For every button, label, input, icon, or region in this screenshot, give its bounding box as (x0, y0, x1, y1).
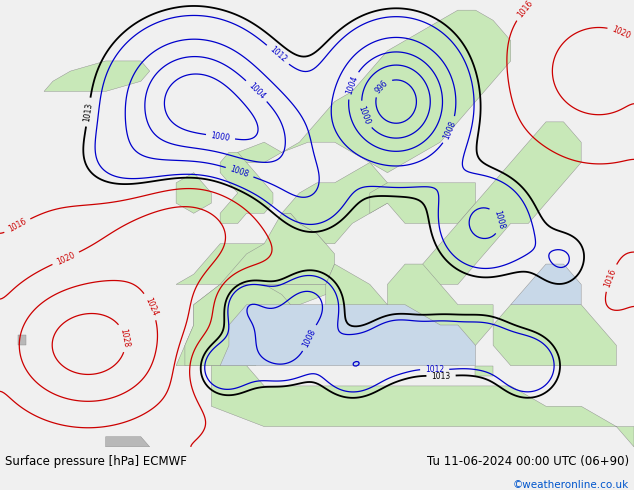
Polygon shape (370, 183, 476, 223)
Text: 1008: 1008 (301, 327, 317, 348)
Text: 1013: 1013 (82, 102, 94, 122)
Polygon shape (185, 284, 290, 366)
Polygon shape (493, 305, 616, 366)
Polygon shape (387, 264, 493, 366)
Text: 1012: 1012 (268, 45, 288, 65)
Polygon shape (405, 122, 581, 284)
Text: 1008: 1008 (492, 209, 505, 230)
Polygon shape (176, 284, 335, 366)
Text: 1028: 1028 (119, 327, 131, 348)
Text: Tu 11-06-2024 00:00 UTC (06+90): Tu 11-06-2024 00:00 UTC (06+90) (427, 456, 629, 468)
Text: 1020: 1020 (611, 25, 632, 41)
Polygon shape (281, 163, 387, 244)
Text: 1020: 1020 (55, 250, 76, 267)
Text: 1004: 1004 (344, 74, 359, 96)
Text: 1000: 1000 (210, 131, 231, 143)
Polygon shape (44, 61, 150, 92)
Polygon shape (220, 152, 273, 223)
Polygon shape (18, 335, 27, 345)
Polygon shape (511, 264, 581, 305)
Text: 1016: 1016 (603, 267, 618, 289)
Text: 1012: 1012 (425, 365, 444, 374)
Text: 1008: 1008 (442, 120, 458, 141)
Polygon shape (220, 213, 335, 284)
Polygon shape (326, 264, 405, 355)
Text: 1016: 1016 (7, 217, 28, 234)
Polygon shape (476, 366, 493, 376)
Text: 1000: 1000 (356, 104, 372, 126)
Text: 1024: 1024 (143, 296, 159, 317)
Polygon shape (220, 305, 476, 366)
Polygon shape (220, 10, 511, 172)
Text: 996: 996 (373, 78, 390, 95)
Polygon shape (370, 345, 396, 355)
Text: ©weatheronline.co.uk: ©weatheronline.co.uk (513, 480, 629, 490)
Text: 1008: 1008 (229, 165, 250, 179)
Text: 1016: 1016 (516, 0, 535, 19)
Polygon shape (106, 437, 150, 447)
Text: Surface pressure [hPa] ECMWF: Surface pressure [hPa] ECMWF (5, 456, 187, 468)
Text: 1004: 1004 (247, 81, 267, 101)
Polygon shape (176, 244, 290, 284)
Text: 1013: 1013 (431, 371, 451, 381)
Polygon shape (176, 172, 211, 213)
Polygon shape (211, 366, 634, 447)
